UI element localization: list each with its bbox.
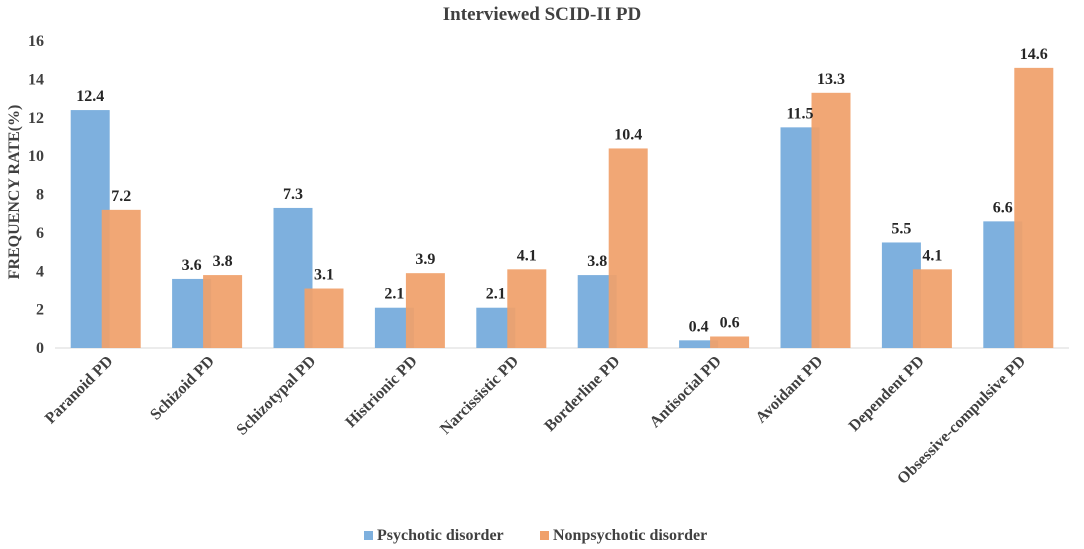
data-label-nonpsychotic: 3.1: [314, 267, 334, 284]
y-tick-label: 8: [36, 187, 44, 204]
data-label-psychotic: 0.4: [689, 318, 709, 335]
x-tick-label: Borderline PD: [541, 353, 623, 435]
y-tick-label: 14: [28, 71, 44, 88]
chart-title: Interviewed SCID-II PD: [443, 4, 641, 25]
data-label-nonpsychotic: 4.1: [922, 247, 942, 264]
y-axis-ticks: 0 2 4 6 8 10 12 14 16: [28, 33, 44, 357]
x-tick-label: Antisocial PD: [647, 353, 725, 431]
x-tick-label: Dependent PD: [846, 353, 928, 435]
data-label-psychotic: 5.5: [891, 220, 911, 237]
y-tick-label: 16: [28, 33, 44, 50]
data-label-nonpsychotic: 3.8: [213, 253, 233, 270]
bar-nonpsychotic: [507, 269, 547, 348]
y-tick-label: 10: [28, 148, 44, 165]
legend-swatch-nonpsychotic: [540, 531, 549, 540]
data-label-psychotic: 2.1: [486, 286, 506, 303]
bars-group: [70, 67, 1054, 349]
data-label-psychotic: 7.3: [283, 186, 303, 203]
y-tick-label: 6: [36, 225, 44, 242]
x-axis-ticks: Paranoid PD Schizoid PD Schizotypal PD Hist…: [42, 353, 1029, 488]
bar-nonpsychotic: [811, 92, 851, 349]
data-label-psychotic: 3.8: [587, 253, 607, 270]
data-label-psychotic: 12.4: [76, 88, 104, 105]
bar-nonpsychotic: [304, 288, 344, 348]
bar-nonpsychotic: [710, 336, 750, 348]
x-tick-label: Avoidant PD: [753, 353, 827, 427]
data-label-nonpsychotic: 14.6: [1020, 46, 1048, 63]
data-labels-group: 12.4 7.2 3.6 3.8 7.3 3.1 2.1 3.9 2.1 4.1 3.8 10.4 0.…: [76, 46, 1048, 335]
bar-nonpsychotic: [1014, 67, 1054, 349]
y-tick-label: 12: [28, 110, 44, 127]
y-axis-label: FREQUENCY RATE(%): [6, 105, 23, 280]
bar-nonpsychotic: [608, 148, 648, 348]
bar-nonpsychotic: [203, 275, 243, 348]
x-tick-label: Paranoid PD: [42, 353, 117, 428]
bar-nonpsychotic: [405, 273, 445, 348]
data-label-psychotic: 6.6: [993, 199, 1013, 216]
y-tick-label: 2: [36, 302, 44, 319]
legend-label-nonpsychotic: Nonpsychotic disorder: [553, 527, 707, 544]
x-tick-label: Histrionic PD: [342, 353, 420, 431]
legend-label-psychotic: Psychotic disorder: [377, 527, 504, 544]
x-tick-label: Schizotypal PD: [233, 353, 319, 439]
y-tick-label: 0: [36, 340, 44, 357]
bar-psychotic: [679, 340, 719, 348]
data-label-nonpsychotic: 3.9: [415, 251, 435, 268]
data-label-nonpsychotic: 0.6: [720, 314, 740, 331]
x-tick-label: Narcissistic PD: [437, 353, 522, 438]
x-tick-label: Schizoid PD: [147, 353, 218, 424]
data-label-psychotic: 2.1: [384, 286, 404, 303]
bar-nonpsychotic: [912, 269, 952, 348]
bar-nonpsychotic: [101, 209, 141, 348]
legend: Psychotic disorder Nonpsychotic disorder: [364, 527, 707, 544]
data-label-psychotic: 3.6: [182, 257, 202, 274]
data-label-nonpsychotic: 7.2: [111, 188, 131, 205]
data-label-psychotic: 11.5: [786, 105, 813, 122]
data-label-nonpsychotic: 4.1: [517, 247, 537, 264]
data-label-nonpsychotic: 13.3: [817, 71, 845, 88]
y-tick-label: 4: [36, 263, 44, 280]
legend-swatch-psychotic: [364, 531, 373, 540]
data-label-nonpsychotic: 10.4: [614, 126, 642, 143]
